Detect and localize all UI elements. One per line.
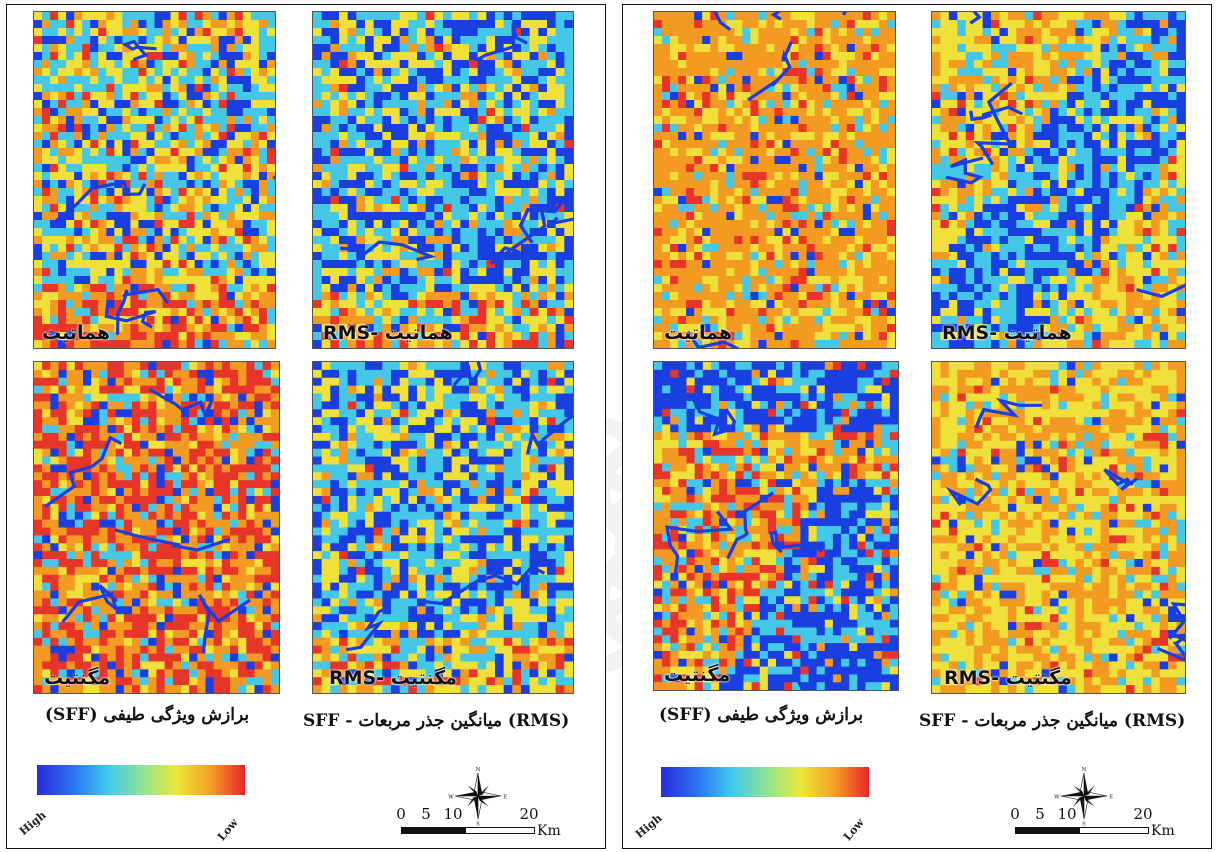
map-raster <box>313 362 573 693</box>
caption-sff: برازش ویژگی طیفی (SFF) <box>45 705 250 725</box>
map-label-magnetite: مگنتیت <box>664 664 731 686</box>
map-sff-magnetite-left: مگنتیت <box>33 361 280 694</box>
compass-w-label: W <box>448 794 454 800</box>
map-label-hematite: هماتیت <box>42 322 111 344</box>
scale-tick-5: 5 <box>1035 805 1045 823</box>
map-label-magnetite: مگنتیت <box>44 667 111 689</box>
map-sff-hematite-right: هماتیت <box>653 11 896 349</box>
legend-low-label: Low <box>215 816 241 844</box>
map-rms-magnetite-right: RMS- مگنتیت <box>931 361 1186 694</box>
map-rms-magnetite-left: RMS- مگنتیت <box>312 361 574 694</box>
scale-tick-20: 20 <box>519 805 539 823</box>
scale-tick-10: 10 <box>1057 805 1077 823</box>
legend-high-label: High <box>633 811 665 841</box>
scale-tick-5: 5 <box>421 805 431 823</box>
map-raster <box>932 362 1185 693</box>
left-panel: هماتیت RMS- هماتیت مگنتیت RMS- مگنتیت بر… <box>6 4 606 849</box>
map-raster <box>654 362 898 690</box>
compass-n-label: N <box>476 767 481 773</box>
map-raster <box>654 12 895 348</box>
caption-rms-sff: (RMS) میانگین جذر مربعات - SFF <box>919 711 1186 731</box>
compass-rose-icon: N S E W <box>448 767 507 827</box>
map-sff-hematite-left: هماتیت <box>33 11 276 349</box>
scale-tick-0: 0 <box>1010 805 1020 823</box>
map-label-hematite: هماتیت <box>664 322 733 344</box>
compass-e-label: E <box>503 794 507 800</box>
caption-sff: برازش ویژگی طیفی (SFF) <box>659 705 864 725</box>
caption-rms-sff: (RMS) میانگین جذر مربعات - SFF <box>303 711 570 731</box>
map-raster <box>313 12 573 348</box>
map-raster <box>932 12 1185 348</box>
scale-tick-20: 20 <box>1133 805 1153 823</box>
compass-s-label: S <box>1082 821 1086 827</box>
map-sff-magnetite-right: مگنتیت <box>653 361 899 691</box>
map-raster <box>34 12 275 348</box>
compass-n-label: N <box>1082 767 1087 773</box>
map-rms-hematite-left: RMS- هماتیت <box>312 11 574 349</box>
map-label-rms-magnetite: RMS- مگنتیت <box>329 667 457 689</box>
legend-high-label: High <box>17 808 49 838</box>
map-label-rms-hematite: RMS- هماتیت <box>323 322 453 344</box>
scale-tick-10: 10 <box>443 805 463 823</box>
scale-unit: Km <box>1151 823 1175 839</box>
scale-tick-0: 0 <box>396 805 406 823</box>
compass-rose-icon: N S E W <box>1054 767 1113 827</box>
map-label-rms-hematite: RMS- هماتیت <box>942 322 1072 344</box>
scale-bar: 0 5 10 20 Km <box>1007 805 1175 845</box>
color-legend-bar <box>37 765 245 795</box>
compass-w-label: W <box>1054 794 1060 800</box>
compass-e-label: E <box>1109 794 1113 800</box>
scale-bar: 0 5 10 20 Km <box>393 805 561 845</box>
map-label-rms-magnetite: RMS- مگنتیت <box>944 667 1072 689</box>
color-legend-bar <box>661 767 869 797</box>
legend-low-label: Low <box>841 816 867 844</box>
map-rms-hematite-right: RMS- هماتیت <box>931 11 1186 349</box>
right-panel: هماتیت RMS- هماتیت مگنتیت RMS- مگنتیت بر… <box>622 4 1212 849</box>
map-raster <box>34 362 279 693</box>
scale-unit: Km <box>537 823 561 839</box>
compass-s-label: S <box>476 821 480 827</box>
